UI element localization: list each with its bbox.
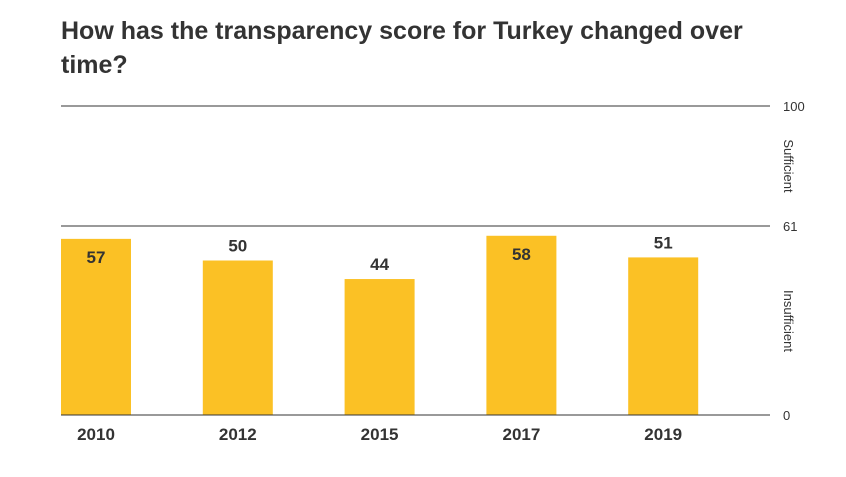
zone-label-sufficient: Sufficient [781,139,796,193]
x-tick-label: 2012 [219,425,257,444]
bar-value-label: 51 [654,233,673,252]
bar [344,279,415,415]
bar [61,238,131,415]
zone-label-insufficient: Insufficient [781,290,796,352]
x-tick-label: 2019 [644,425,682,444]
bar-value-label: 44 [370,255,389,274]
bar [628,257,699,415]
y-tick-label: 0 [783,408,790,423]
bars-group: 57 2010 50 2012 44 2015 58 2017 51 2019 [61,233,699,444]
y-tick-label: 100 [783,99,805,114]
bar-value-label: 50 [228,237,247,256]
y-tick-label: 61 [783,219,797,234]
chart-title: How has the transparency score for Turke… [61,17,743,79]
bar [486,235,557,415]
bar-value-label: 57 [87,248,106,267]
x-tick-label: 2017 [502,425,540,444]
bar [202,260,273,415]
bar-value-label: 58 [512,245,531,264]
x-tick-label: 2015 [361,425,399,444]
x-tick-label: 2010 [77,425,115,444]
